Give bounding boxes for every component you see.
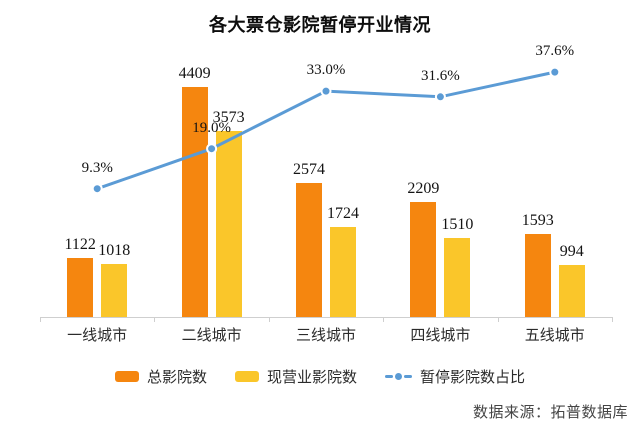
legend-line-icon <box>385 372 412 380</box>
bar-open-cinemas <box>215 131 242 317</box>
bar-value-label: 2209 <box>407 180 440 197</box>
category-label: 一线城市 <box>67 328 128 344</box>
x-axis-tick <box>40 317 41 322</box>
legend-swatch <box>234 370 259 382</box>
line-marker <box>91 183 103 195</box>
bar-total-cinemas <box>410 202 437 317</box>
x-axis-line <box>40 317 612 318</box>
bar-value-label: 4409 <box>178 65 211 82</box>
line-marker <box>320 85 332 97</box>
x-axis-tick <box>383 317 385 322</box>
percent-label: 33.0% <box>306 62 346 79</box>
bar-value-label: 994 <box>559 243 584 260</box>
category-label: 三线城市 <box>295 328 356 344</box>
x-axis-tick <box>612 317 613 322</box>
category-label: 四线城市 <box>410 328 471 344</box>
legend-label: 暂停影院数占比 <box>420 369 526 386</box>
bar-open-cinemas <box>444 238 471 317</box>
legend-label: 现营业影院数 <box>266 369 357 386</box>
legend-line-dash <box>404 374 412 378</box>
bar-value-label: 1018 <box>98 242 131 259</box>
legend-item: 现营业影院数 <box>234 366 357 387</box>
legend-label: 总影院数 <box>146 369 207 386</box>
percent-label: 37.6% <box>535 43 575 60</box>
percent-label: 31.6% <box>421 67 460 84</box>
line-marker <box>434 91 446 103</box>
bar-value-label: 1122 <box>64 236 96 253</box>
percent-label: 9.3% <box>81 159 113 176</box>
line-marker <box>549 66 561 78</box>
percent-label: 19.0% <box>192 119 231 136</box>
x-axis-tick <box>154 317 156 322</box>
legend: 总影院数 现营业影院数 暂停影院数占比 <box>0 364 640 388</box>
x-axis-tick <box>268 317 270 322</box>
legend-item: 总影院数 <box>114 366 207 387</box>
bar-total-cinemas <box>296 183 322 317</box>
bar-value-label: 2574 <box>293 161 325 178</box>
legend-line-dot <box>395 372 402 380</box>
bar-total-cinemas <box>524 234 551 317</box>
legend-swatch <box>114 370 139 382</box>
bar-open-cinemas <box>101 264 128 317</box>
category-label: 二线城市 <box>181 328 242 344</box>
bar-open-cinemas <box>558 265 585 317</box>
bar-value-label: 1593 <box>521 212 554 229</box>
category-label: 五线城市 <box>524 328 585 344</box>
bar-total-cinemas <box>67 258 94 317</box>
data-source-note: 数据来源：拓普数据库 <box>472 405 628 421</box>
bar-value-label: 1724 <box>327 205 359 222</box>
chart-title: 各大票仓影院暂停开业情况 <box>209 15 431 35</box>
legend-line-dash <box>385 374 393 378</box>
bar-value-label: 1510 <box>441 216 474 233</box>
x-axis-tick <box>497 317 499 322</box>
legend-item: 暂停影院数占比 <box>385 366 525 387</box>
bar-open-cinemas <box>330 227 356 317</box>
